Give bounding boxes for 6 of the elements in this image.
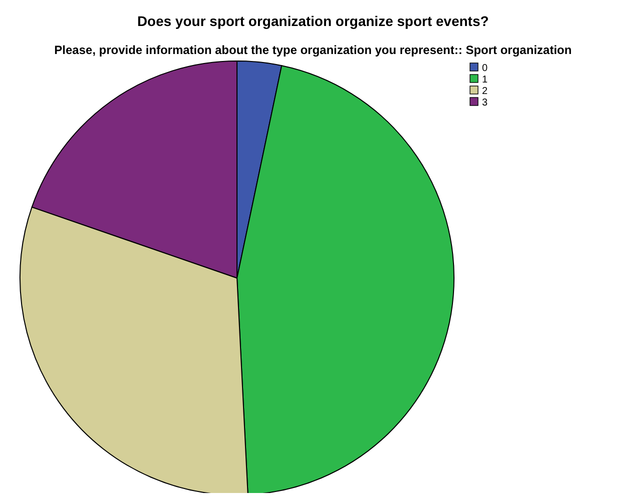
chart-subtitle: Please, provide information about the type organization you represent:: Sport organization	[54, 43, 572, 57]
chart-title: Does your sport organization organize sport events?	[137, 13, 489, 29]
legend-label: 0	[482, 63, 488, 74]
legend-label: 2	[482, 86, 488, 97]
legend-label: 1	[482, 74, 488, 86]
legend-label: 3	[482, 98, 488, 108]
